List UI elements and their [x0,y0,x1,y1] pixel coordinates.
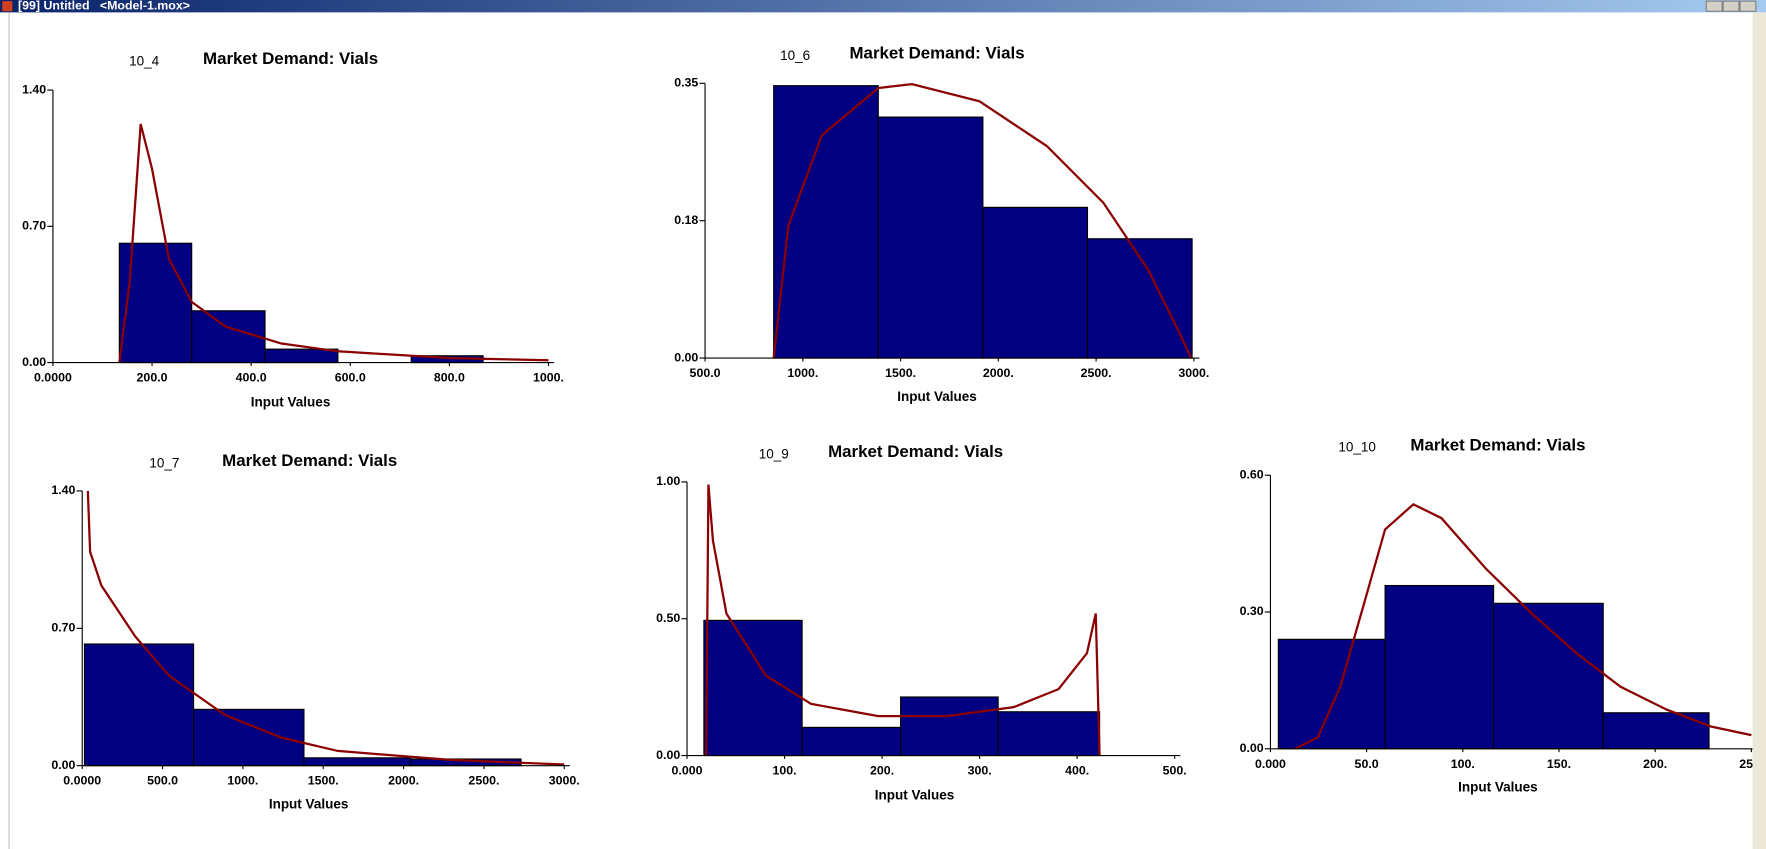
x-tick-label: 3000. [549,774,580,788]
bar [191,310,266,364]
y-tick-label: 1.40 [51,483,75,497]
chart: 10_4 Market Demand: Vials Input Values 0.00… [22,49,564,410]
x-tick-label: 0.000 [1255,757,1286,771]
maximize-button[interactable] [1722,0,1740,12]
x-tick-label: 1500. [308,774,339,788]
x-tick-label: 2000. [388,774,419,788]
chart: 10_10 Market Demand: Vials Input Values 0.0… [1240,435,1763,795]
x-tick-label: 0.0000 [63,774,101,788]
x-tick-label: 200.0 [137,371,168,385]
x-tick-label: 800.0 [434,371,465,385]
x-axis-label: Input Values [875,788,955,803]
chart-id: 10_9 [759,446,789,461]
bar [193,708,305,767]
bar [900,696,999,757]
charts: 10_4 Market Demand: Vials Input Values 0.00… [22,44,1763,812]
x-axis-label: Input Values [1458,780,1538,795]
y-tick-label: 0.00 [656,748,680,762]
x-tick-label: 1500. [885,366,916,380]
bar [1602,712,1710,750]
y-tick-label: 0.50 [656,611,680,625]
chart: 10_7 Market Demand: Vials Input Values 0.00… [51,451,579,812]
x-tick-label: 2000. [983,366,1014,380]
chart: 10_6 Market Demand: Vials Input Values 0.00… [674,44,1209,405]
x-tick-label: 0.000 [672,764,703,778]
chart-title: Market Demand: Vials [222,451,397,470]
x-axis-label: Input Values [897,389,977,404]
bar [997,711,1101,757]
x-axis-label: Input Values [269,797,349,812]
minimize-button[interactable] [1705,0,1723,12]
x-tick-label: 50.0 [1355,757,1379,771]
fitted-curve [118,123,549,363]
x-tick-label: 400.0 [236,371,267,385]
bar [83,643,195,767]
x-tick-label: 100. [1451,757,1475,771]
title-bar [0,0,1766,13]
y-tick-label: 1.00 [656,474,680,488]
bar [1493,602,1604,750]
y-tick-label: 0.18 [674,213,698,227]
bar [1384,584,1495,750]
chart-id: 10_6 [780,48,810,63]
y-tick-label: 0.35 [674,76,698,90]
x-tick-label: 500.0 [690,366,721,380]
x-tick-label: 150. [1547,757,1571,771]
x-tick-label: 0.0000 [34,371,72,385]
chart-title: Market Demand: Vials [850,44,1025,63]
x-tick-label: 2500. [468,774,499,788]
x-tick-label: 200. [870,764,894,778]
y-tick-label: 0.60 [1240,467,1264,481]
x-tick-label: 500. [1163,764,1187,778]
bar [1277,638,1386,750]
y-tick-label: 0.00 [1240,741,1264,755]
y-tick-label: 0.00 [22,355,46,369]
fitted-curve [772,82,1193,359]
chart-title: Market Demand: Vials [1410,435,1585,454]
y-tick-label: 0.00 [674,350,698,364]
x-tick-label: 250. [1739,757,1763,771]
bar [877,116,984,359]
fitted-curve [705,484,1101,756]
bar [801,726,902,757]
y-tick-label: 0.00 [51,758,75,772]
x-tick-label: 100. [773,764,797,778]
close-button[interactable] [1739,0,1757,12]
chart: 10_9 Market Demand: Vials Input Values 0.00… [656,442,1187,803]
chart-id: 10_4 [129,53,160,68]
chart-title: Market Demand: Vials [203,49,378,68]
fitted-curve [86,490,565,766]
bar [982,206,1089,359]
x-tick-label: 1000. [227,774,258,788]
scrollbar[interactable] [1752,12,1766,849]
y-tick-label: 1.40 [22,82,46,96]
y-tick-label: 0.30 [1240,604,1264,618]
x-tick-label: 3000. [1178,366,1209,380]
x-tick-label: 300. [968,764,992,778]
bar [264,348,339,364]
y-tick-label: 0.70 [22,219,46,233]
x-tick-label: 2500. [1081,366,1112,380]
x-tick-label: 600.0 [335,371,366,385]
app-icon [2,1,13,12]
chart-title: Market Demand: Vials [828,442,1003,461]
window-title: [99] Untitled <Model-1.mox> [18,0,190,12]
fitted-curve [1294,502,1752,750]
y-tick-label: 0.70 [51,621,75,635]
chart-id: 10_10 [1338,440,1376,455]
x-tick-label: 400. [1065,764,1089,778]
x-tick-label: 1000. [787,366,818,380]
x-tick-label: 200. [1643,757,1667,771]
bar [303,757,412,767]
x-tick-label: 500.0 [147,774,178,788]
x-tick-label: 1000. [533,371,564,385]
x-axis-label: Input Values [251,395,331,410]
chart-id: 10_7 [149,455,179,470]
